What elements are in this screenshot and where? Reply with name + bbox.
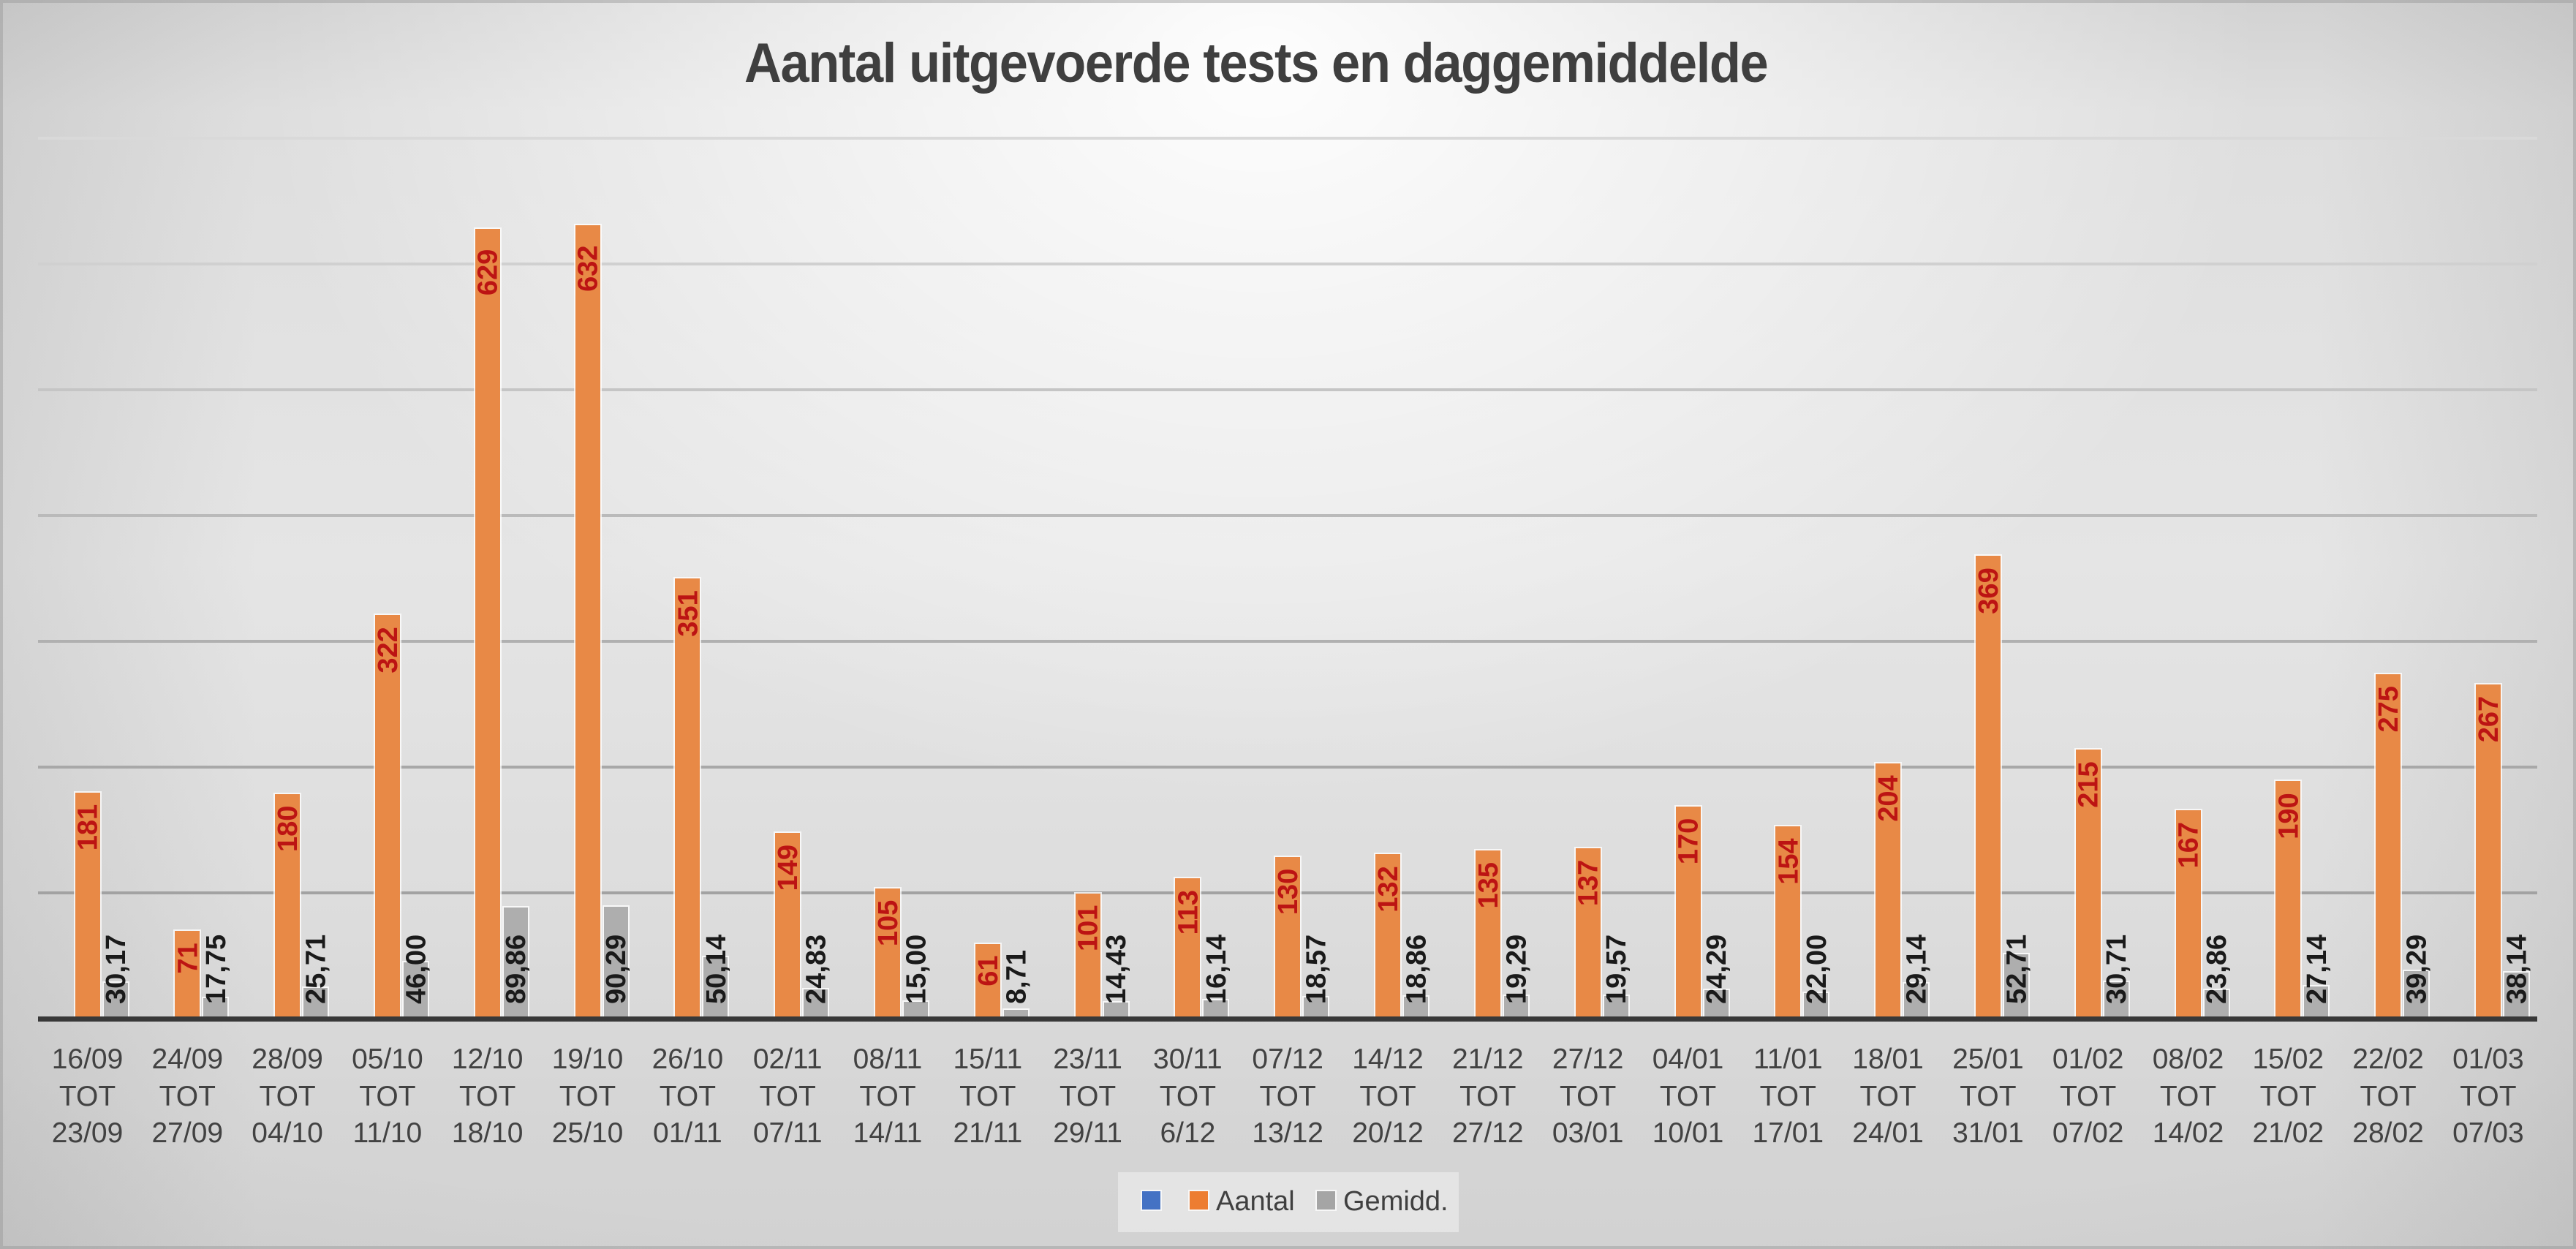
svg-text:149: 149: [773, 845, 804, 891]
svg-text:275: 275: [2373, 686, 2404, 732]
svg-text:24,29: 24,29: [1701, 935, 1732, 1004]
svg-text:132: 132: [1373, 866, 1404, 912]
svg-text:215: 215: [2074, 761, 2104, 807]
svg-text:18,86: 18,86: [1402, 935, 1432, 1004]
svg-text:322: 322: [373, 627, 404, 673]
svg-text:632: 632: [573, 246, 604, 292]
svg-text:14,43: 14,43: [1101, 935, 1132, 1004]
svg-text:29,14: 29,14: [1902, 935, 1933, 1004]
svg-text:101: 101: [1073, 905, 1104, 951]
svg-text:181: 181: [73, 804, 104, 850]
svg-text:113: 113: [1173, 890, 1204, 935]
svg-text:25,71: 25,71: [301, 935, 332, 1004]
svg-text:19,29: 19,29: [1501, 935, 1532, 1004]
svg-text:167: 167: [2174, 822, 2205, 868]
svg-text:50,14: 50,14: [701, 935, 732, 1004]
svg-text:30,17: 30,17: [101, 935, 132, 1004]
svg-text:170: 170: [1674, 818, 1704, 864]
svg-text:61: 61: [973, 956, 1004, 986]
svg-text:17,75: 17,75: [201, 935, 232, 1004]
svg-text:23,86: 23,86: [2202, 935, 2232, 1004]
svg-text:204: 204: [1873, 775, 1904, 821]
svg-text:351: 351: [673, 590, 703, 636]
svg-text:39,29: 39,29: [2402, 935, 2433, 1004]
svg-text:90,29: 90,29: [601, 935, 632, 1004]
svg-text:30,71: 30,71: [2101, 935, 2132, 1004]
svg-text:135: 135: [1473, 862, 1504, 908]
svg-text:137: 137: [1574, 860, 1604, 906]
svg-text:267: 267: [2474, 696, 2504, 742]
svg-text:105: 105: [873, 900, 904, 946]
svg-text:27,14: 27,14: [2302, 935, 2333, 1004]
svg-text:16,14: 16,14: [1201, 935, 1232, 1004]
svg-text:190: 190: [2273, 793, 2304, 839]
svg-text:89,86: 89,86: [501, 935, 532, 1004]
svg-text:24,83: 24,83: [801, 935, 832, 1004]
svg-text:130: 130: [1273, 869, 1304, 915]
svg-text:71: 71: [173, 943, 203, 973]
svg-text:19,57: 19,57: [1601, 935, 1632, 1004]
svg-text:22,00: 22,00: [1802, 935, 1832, 1004]
svg-text:38,14: 38,14: [2501, 935, 2532, 1004]
svg-text:180: 180: [273, 806, 303, 852]
svg-text:15,00: 15,00: [902, 935, 932, 1004]
svg-text:52,71: 52,71: [2001, 935, 2032, 1004]
svg-text:8,71: 8,71: [1001, 950, 1032, 1004]
svg-text:629: 629: [473, 249, 504, 295]
svg-text:154: 154: [1773, 838, 1804, 884]
svg-text:46,00: 46,00: [401, 935, 431, 1004]
svg-text:369: 369: [1973, 567, 2004, 614]
svg-text:18,57: 18,57: [1302, 935, 1332, 1004]
